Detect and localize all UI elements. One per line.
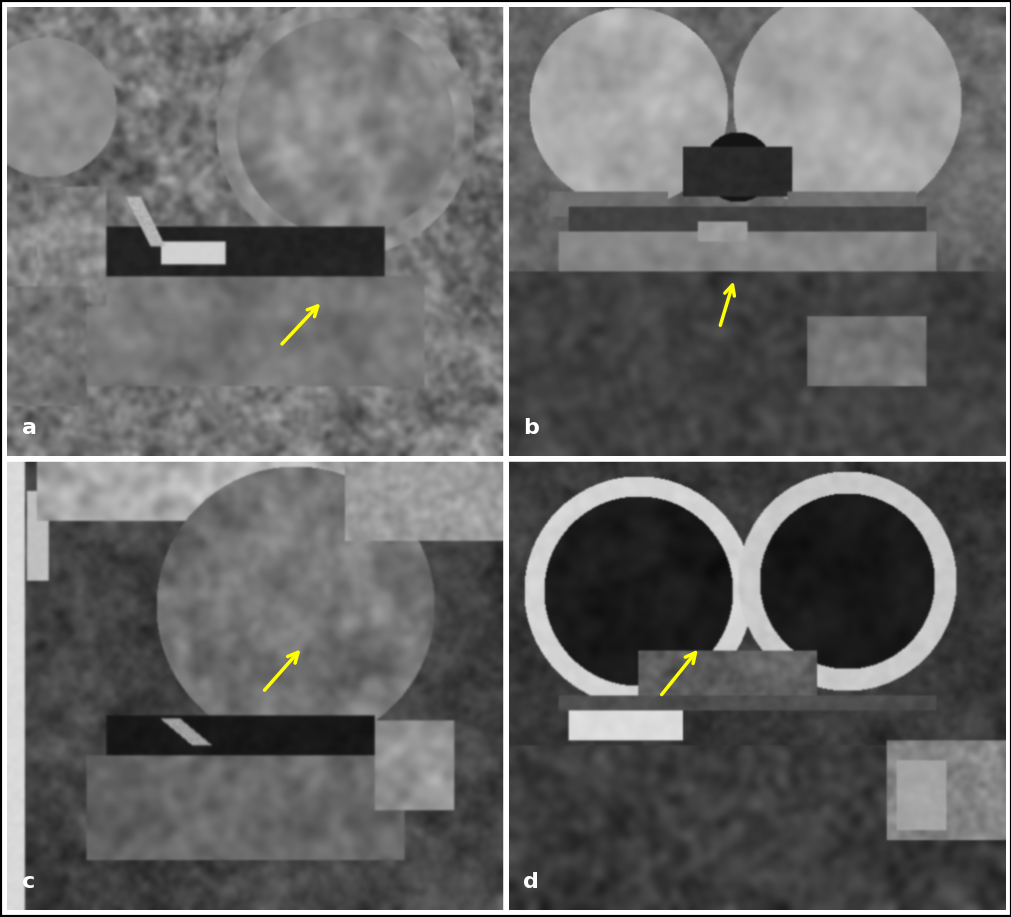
Text: a: a (22, 418, 36, 438)
Text: c: c (22, 872, 35, 892)
Text: b: b (523, 418, 539, 438)
Text: d: d (523, 872, 539, 892)
